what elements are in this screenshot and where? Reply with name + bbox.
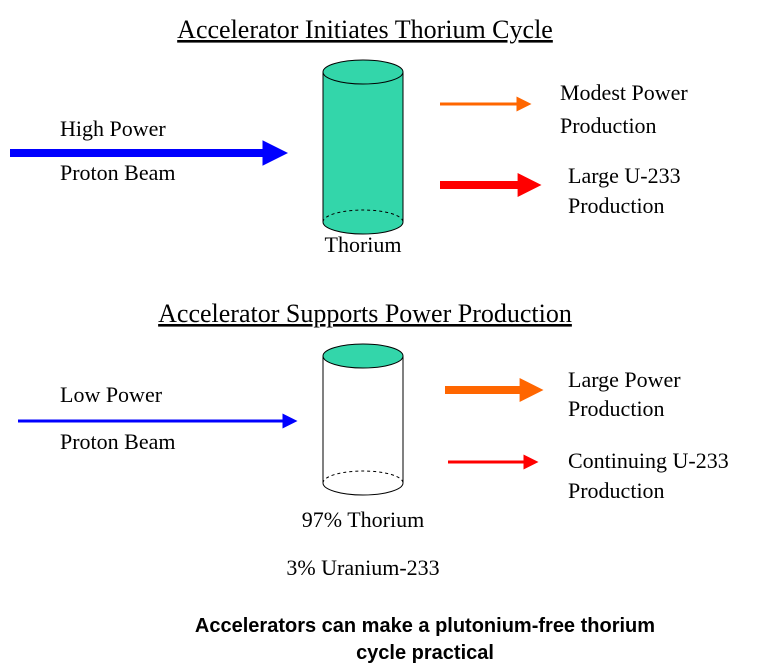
- input-label: Proton Beam: [60, 429, 176, 454]
- section-title: Accelerator Supports Power Production: [158, 299, 572, 328]
- input-label: Low Power: [60, 382, 163, 407]
- output-label: Production: [568, 396, 665, 421]
- output-label: Production: [568, 478, 665, 503]
- output-label: Large Power: [568, 367, 681, 392]
- cylinder: [322, 59, 404, 235]
- output-label: Continuing U-233: [568, 448, 729, 473]
- conclusion: cycle practical: [356, 642, 494, 664]
- target-label: Thorium: [325, 232, 402, 257]
- output-label: Production: [560, 113, 657, 138]
- output-label: Modest Power: [560, 80, 688, 105]
- output-label: Production: [568, 193, 665, 218]
- output-label: Large U-233: [568, 163, 681, 188]
- target-label: 3% Uranium-233: [286, 555, 439, 580]
- target-label: 97% Thorium: [302, 507, 424, 532]
- input-label: Proton Beam: [60, 160, 176, 185]
- input-label: High Power: [60, 116, 166, 141]
- cylinder: [322, 343, 404, 496]
- section-title: Accelerator Initiates Thorium Cycle: [177, 15, 553, 44]
- conclusion: Accelerators can make a plutonium-free t…: [195, 615, 655, 637]
